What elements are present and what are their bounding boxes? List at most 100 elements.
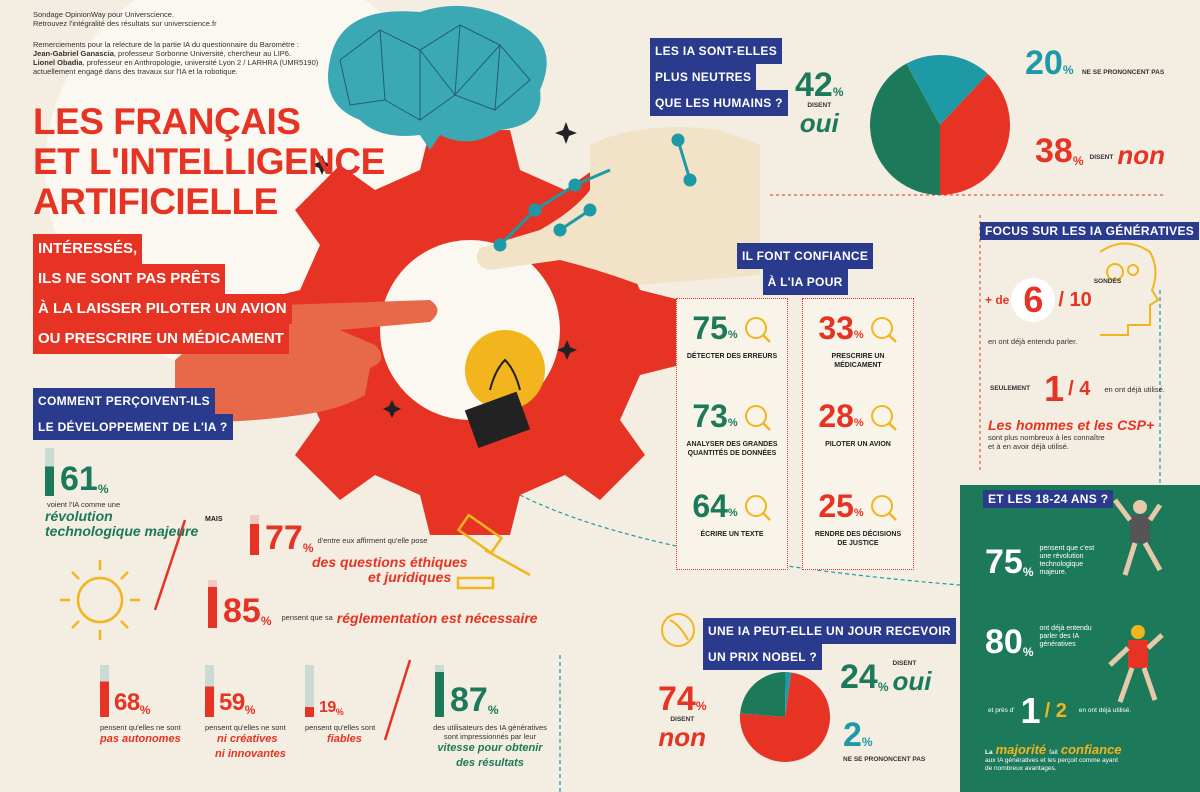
neutral-pie-chart [870,55,1010,195]
pie-slice-oui [740,672,786,717]
gen-one-of-four: SEULEMENT 1 / 4 en ont déjà utilisé. [990,368,1165,409]
pills-icon [870,316,897,343]
lightbulb-icon [464,330,545,449]
nobel-no: 74% DISENT non [658,680,707,752]
airplane-icon [870,404,897,431]
bar-85 [208,580,217,628]
trust-label: ANALYSER DES GRANDES QUANTITÉS DE DONNÉE… [686,441,778,457]
youth-majority: La majorité fait confiance aux IA généra… [985,742,1122,772]
pie-slice-ne-se-prononcent-pas [785,672,792,717]
neutral-none: 20% NE SE PRONONCENT PAS [1025,44,1165,82]
trust-label: PRESCRIRE UN MÉDICAMENT [831,353,885,369]
source-link-line[interactable]: Retrouvez l'intégralité des résultats su… [33,19,217,28]
reviewer-desc: , professeur Sorbonne Université, cherch… [113,49,292,58]
neutral-question: LES IA SONT-ELLES PLUS NEUTRES QUE LES H… [650,38,788,116]
youth-75: 75% pensent que c'est une révolution tec… [985,543,1095,581]
brain-icon [328,5,547,151]
trust-item: 28 % PILOTER UN AVION [812,398,904,478]
gen-heard: en ont déjà entendu parler. [988,337,1078,346]
stat-87: 87% des utilisateurs des IA génératives … [425,665,555,771]
sparkle-icon [312,122,577,418]
trust-pct: 75 [692,310,728,346]
perception-question: COMMENT PERÇOIVENT-ILS LE DÉVELOPPEMENT … [33,388,233,440]
thanks-line: Remerciements pour la relecture de la pa… [33,40,299,49]
trust-item: 64 % ÉCRIRE UN TEXTE [686,488,778,568]
robot-hand-icon [476,127,760,285]
sunburst-icon [60,560,140,640]
data-analysis-icon [744,404,771,431]
trust-item: 75 % DÉTECTER DES ERREURS [686,310,778,390]
title-line: ET L'INTELLIGENCE [33,141,385,182]
pie-slice-non [740,672,830,762]
main-title: LES FRANÇAIS ET L'INTELLIGENCE ARTIFICIE… [33,102,385,222]
stat-59: 59% pensent qu'elles ne sont ni créative… [205,665,315,762]
reviewer-name: Jean-Gabriel Ganascia [33,49,114,58]
trust-pct-sign: % [727,507,738,519]
reviewer-name: Lionel Obadia [33,58,83,67]
bar-19 [305,665,314,717]
bar-87 [435,665,444,717]
reviewer-desc: , professeur en Anthropologie, universit… [82,58,319,67]
trust-pct: 33 [818,310,854,346]
gavel-icon [456,513,531,590]
title-line: LES FRANÇAIS [33,101,301,142]
nobel-pie-chart [740,672,830,762]
subtitle-line: ILS NE SONT PAS PRÊTS [33,264,226,294]
trust-pct-sign: % [853,417,864,429]
subtitle-line: À LA LAISSER PILOTER UN AVION [33,294,292,324]
trust-col-right [802,298,914,570]
trust-item: 25 % RENDRE DES DÉCISIONS DE JUSTICE [812,488,904,568]
trust-col-left [676,298,788,570]
scales-icon [870,494,897,521]
trust-label: ÉCRIRE UN TEXTE [700,531,764,538]
head-profile-icon [661,613,695,647]
nobel-none: 2% NE SE PRONONCENT PAS [843,716,926,763]
writing-icon [744,494,771,521]
trust-pct: 25 [818,488,854,524]
bar-59 [205,665,214,717]
pie-slice-oui [870,63,940,195]
gen-men: Les hommes et les CSP+ sont plus nombreu… [988,417,1155,452]
reviewer-desc: actuellement engagé dans des travaux sur… [33,67,238,76]
bar-68 [100,665,109,717]
trust-pct-sign: % [727,329,738,341]
gen-title: FOCUS SUR LES IA GÉNÉRATIVES [980,222,1200,240]
stat-61: 61% voient l'IA comme une révolution tec… [45,448,198,539]
nobel-yes: 24% DISENT oui [840,658,932,696]
bar-77 [250,515,259,555]
neutral-no: 38% DISENT non [1035,132,1165,170]
trust-pct: 73 [692,398,728,434]
subtitle-line: INTÉRESSÉS, [33,234,143,264]
subtitle-line: OU PRESCRIRE UN MÉDICAMENT [33,324,289,354]
source-line: Sondage OpinionWay pour Universcience. [33,10,175,19]
trust-title: IL FONT CONFIANCE À L'IA POUR [737,243,874,295]
youth-title: ET LES 18-24 ANS ? [983,490,1114,508]
stat-85: 85% pensent que sa réglementation est né… [208,580,538,628]
pie-slice-ne-se-prononcent-pas [906,55,988,125]
mais-label: MAIS [205,516,223,523]
trust-pct: 28 [818,398,854,434]
stat-19: 19% pensent qu'elles sont fiables [305,665,405,747]
youth-80: 80% ont déjà entendu parler des IA génér… [985,623,1092,661]
title-line: ARTIFICIELLE [33,181,278,222]
pie-slice-non [940,73,1010,195]
gen-six-of-ten: + de 6 / 10 SONDÉS [985,278,1122,322]
magnifier-chart-icon [744,316,771,343]
trust-item: 33 % PRESCRIRE UN MÉDICAMENT [812,310,904,390]
youth-half: et près d' 1 / 2 en ont déjà utilisé. [988,690,1132,731]
trust-item: 73 % ANALYSER DES GRANDES QUANTITÉS DE D… [686,398,778,478]
trust-pct-sign: % [853,329,864,341]
trust-label: RENDRE DES DÉCISIONS DE JUSTICE [814,531,902,547]
person-running-icon [1108,625,1164,703]
nobel-question: UNE IA PEUT-ELLE UN JOUR RECEVOIR UN PRI… [703,618,956,670]
trust-label: DÉTECTER DES ERREURS [686,353,778,360]
bar-61 [45,448,54,496]
brain-gear-icon [1099,242,1160,336]
trust-pct-sign: % [853,507,864,519]
stat-77: 77% d'entre eux affirment qu'elle pose d… [250,515,468,585]
trust-pct: 64 [692,488,728,524]
trust-pct-sign: % [727,417,738,429]
neutral-yes: 42% DISENT oui [795,66,844,138]
person-jumping-icon [1113,498,1163,576]
stat-68: 68% pensent qu'elles ne sont pas autonom… [100,665,210,747]
